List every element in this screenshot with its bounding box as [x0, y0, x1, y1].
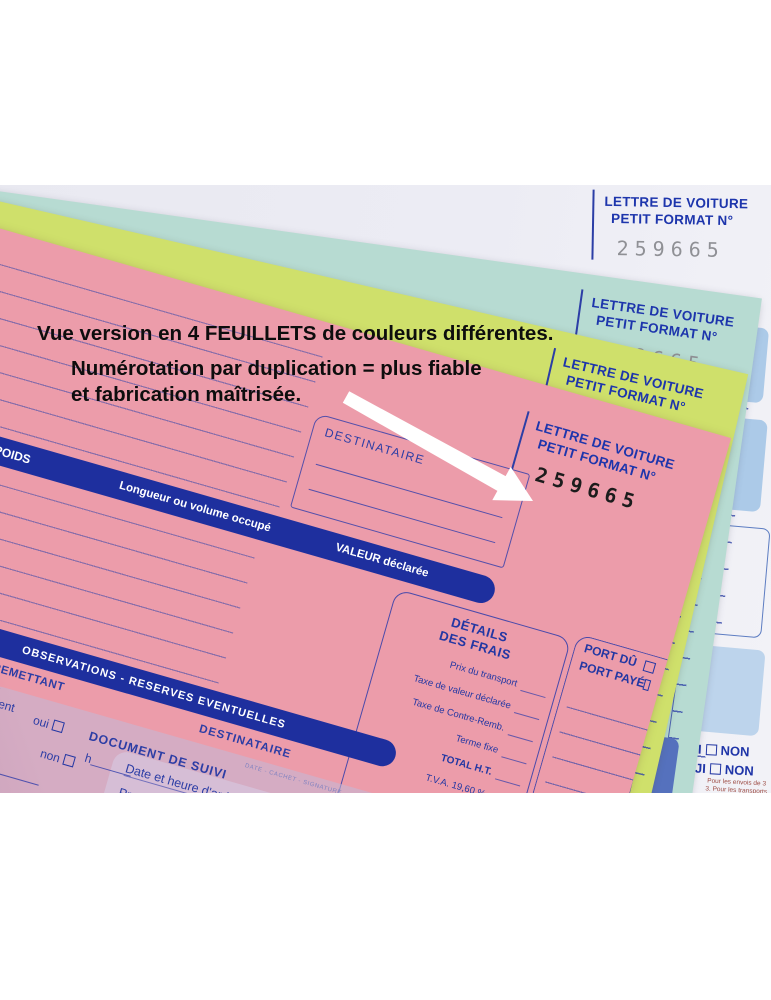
legal-small-print: Pour les envois de 3 3. Pour les transpo… — [699, 777, 771, 793]
waybill-subtitle: PETIT FORMAT N° — [610, 210, 734, 229]
checkbox-icon — [51, 719, 65, 734]
checkbox-icon — [642, 659, 657, 674]
destinataire-label: DESTINATAIRE — [323, 425, 427, 468]
checkbox-icon — [62, 753, 76, 768]
non-label: NON — [720, 742, 750, 760]
product-photo: LETTRE DE VOITURE PETIT FORMAT N° 259665… — [0, 185, 771, 793]
details-frais-box: DÉTAILS DES FRAIS Prix du transport Taxe… — [305, 588, 572, 793]
white-sheet-header: LETTRE DE VOITURE PETIT FORMAT N° 259665 — [591, 189, 749, 263]
pink-sheet-header: LETTRE DE VOITURE PETIT FORMAT N° 259665 — [508, 411, 678, 522]
checkbox-icon — [709, 763, 722, 775]
annotation-line1: Vue version en 4 FEUILLETS de couleurs d… — [37, 322, 554, 345]
non-label: NON — [724, 762, 755, 779]
non-row: I NON — [698, 742, 750, 760]
checkbox-icon — [705, 744, 717, 756]
annotation-line2: Numérotation par duplication = plus fiab… — [71, 357, 482, 380]
band-label-valeur: VALEUR déclarée — [334, 541, 430, 580]
waybill-number: 259665 — [616, 236, 726, 262]
band-label-poids: POIDS — [0, 442, 33, 467]
non-row: JI NON — [695, 760, 754, 778]
annotation-line3: et fabrication maîtrisée. — [71, 383, 302, 406]
checkbox-icon — [642, 678, 652, 691]
